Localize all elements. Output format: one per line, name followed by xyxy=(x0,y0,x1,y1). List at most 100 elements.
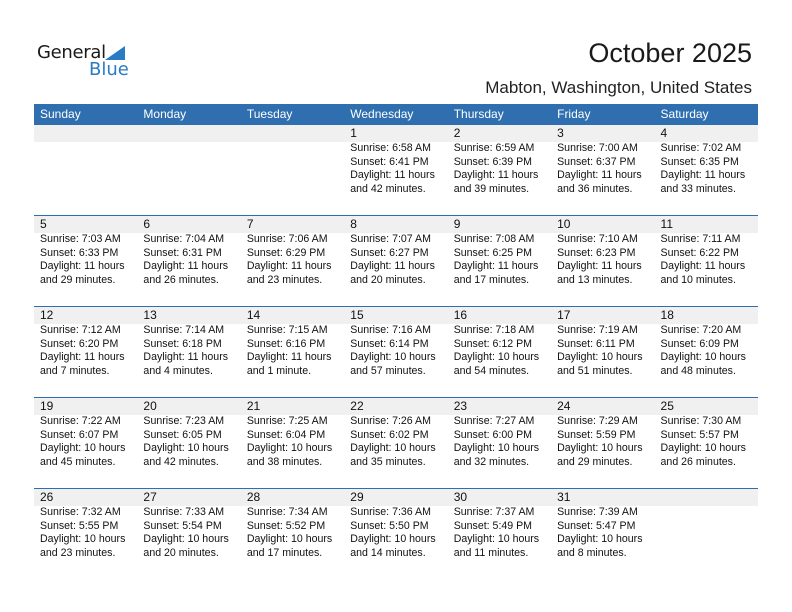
daylight-text: Daylight: 11 hours xyxy=(557,260,642,272)
daylight-text: Daylight: 10 hours xyxy=(660,351,746,363)
sunset-text: Sunset: 6:37 PM xyxy=(557,155,636,168)
sunset-text: Sunset: 5:47 PM xyxy=(557,519,636,532)
daylight-minutes-text: and 10 minutes. xyxy=(660,273,736,286)
day-cell: 7 Sunrise: 7:06 AM Sunset: 6:29 PM Daylight… xyxy=(241,216,344,287)
day-cell: 18 Sunrise: 7:20 AM Sunset: 6:09 PM Dayligh… xyxy=(655,307,758,378)
daylight-text: Daylight: 10 hours xyxy=(40,533,126,545)
day-cell: 24 Sunrise: 7:29 AM Sunset: 5:59 PM Dayligh… xyxy=(551,398,654,469)
weekday-saturday: Saturday xyxy=(660,107,709,121)
day-number: 31 xyxy=(557,490,571,504)
logo-triangle-icon xyxy=(105,46,125,60)
sunrise-text: Sunrise: 7:34 AM xyxy=(246,506,328,518)
day-number: 29 xyxy=(350,490,364,504)
day-cell: 10 Sunrise: 7:10 AM Sunset: 6:23 PM Dayligh… xyxy=(551,216,654,287)
daylight-text: Daylight: 10 hours xyxy=(453,533,540,545)
sunrise-text: Sunrise: 6:59 AM xyxy=(453,142,535,154)
sunset-text: Sunset: 6:09 PM xyxy=(660,337,739,350)
weekday-header: Sunday Monday Tuesday Wednesday Thursday… xyxy=(34,104,758,125)
sunrise-text: Sunrise: 7:07 AM xyxy=(350,233,431,245)
day-number: 4 xyxy=(660,126,668,140)
day-number: 12 xyxy=(40,308,54,322)
daylight-text: Daylight: 11 hours xyxy=(143,351,229,363)
sunrise-text: Sunrise: 7:12 AM xyxy=(40,324,121,336)
daylight-minutes-text: and 33 minutes. xyxy=(660,182,736,195)
day-cell: 22 Sunrise: 7:26 AM Sunset: 6:02 PM Dayligh… xyxy=(344,398,447,469)
day-number: 30 xyxy=(453,490,468,504)
empty-cell xyxy=(655,489,758,560)
sunrise-text: Sunrise: 7:03 AM xyxy=(40,233,121,245)
day-cell: 8 Sunrise: 7:07 AM Sunset: 6:27 PM Daylight… xyxy=(344,216,447,287)
daylight-minutes-text: and 48 minutes. xyxy=(660,364,736,377)
day-cell: 16 Sunrise: 7:18 AM Sunset: 6:12 PM Dayligh… xyxy=(448,307,551,378)
sunset-text: Sunset: 6:05 PM xyxy=(143,428,222,441)
sunrise-text: Sunrise: 7:10 AM xyxy=(557,233,638,245)
sunrise-text: Sunrise: 7:26 AM xyxy=(350,415,431,427)
date-band xyxy=(34,307,758,324)
daylight-minutes-text: and 14 minutes. xyxy=(350,546,426,559)
daylight-minutes-text: and 36 minutes. xyxy=(557,182,633,195)
day-cell: 21 Sunrise: 7:25 AM Sunset: 6:04 PM Dayligh… xyxy=(241,398,344,469)
sunset-text: Sunset: 6:35 PM xyxy=(660,155,739,168)
daylight-minutes-text: and 57 minutes. xyxy=(350,364,426,377)
daylight-minutes-text: and 17 minutes. xyxy=(246,546,323,559)
daylight-minutes-text: and 42 minutes. xyxy=(350,182,426,195)
day-cell: 27 Sunrise: 7:33 AM Sunset: 5:54 PM Dayligh… xyxy=(137,489,240,560)
daylight-text: Daylight: 10 hours xyxy=(350,533,436,545)
calendar-week: 1 Sunrise: 6:58 AM Sunset: 6:41 PM Daylight… xyxy=(34,125,758,215)
sunrise-text: Sunrise: 7:06 AM xyxy=(246,233,328,245)
day-number: 26 xyxy=(40,490,54,504)
day-cell: 29 Sunrise: 7:36 AM Sunset: 5:50 PM Dayligh… xyxy=(344,489,447,560)
daylight-text: Daylight: 11 hours xyxy=(660,260,746,272)
day-cell: 12 Sunrise: 7:12 AM Sunset: 6:20 PM Dayligh… xyxy=(34,307,137,378)
sunset-text: Sunset: 6:04 PM xyxy=(246,428,326,441)
daylight-text: Daylight: 10 hours xyxy=(557,351,643,363)
sunset-text: Sunset: 5:59 PM xyxy=(557,428,636,441)
sunset-text: Sunset: 6:18 PM xyxy=(143,337,222,350)
daylight-text: Daylight: 11 hours xyxy=(453,169,539,181)
daylight-minutes-text: and 42 minutes. xyxy=(143,455,219,468)
sunrise-text: Sunrise: 7:27 AM xyxy=(453,415,535,427)
day-number: 25 xyxy=(660,399,674,413)
weekday-thursday: Thursday xyxy=(453,107,504,121)
day-number: 9 xyxy=(453,217,461,231)
day-cell: 4 Sunrise: 7:02 AM Sunset: 6:35 PM Daylight… xyxy=(655,125,758,196)
daylight-text: Daylight: 11 hours xyxy=(350,260,435,272)
daylight-minutes-text: and 38 minutes. xyxy=(246,455,323,468)
calendar-week: 12 Sunrise: 7:12 AM Sunset: 6:20 PM Dayligh… xyxy=(34,306,758,397)
daylight-minutes-text: and 26 minutes. xyxy=(143,273,219,286)
daylight-minutes-text: and 1 minute. xyxy=(246,364,312,377)
sunset-text: Sunset: 5:49 PM xyxy=(453,519,533,532)
day-number: 14 xyxy=(246,308,261,322)
day-number: 15 xyxy=(350,308,364,322)
sunset-text: Sunset: 6:16 PM xyxy=(246,337,326,350)
calendar-week: 5 Sunrise: 7:03 AM Sunset: 6:33 PM Daylight… xyxy=(34,215,758,306)
sunset-text: Sunset: 6:22 PM xyxy=(660,246,739,259)
sunset-text: Sunset: 6:33 PM xyxy=(40,246,119,259)
daylight-minutes-text: and 11 minutes. xyxy=(453,546,529,559)
sunrise-text: Sunrise: 7:19 AM xyxy=(557,324,638,336)
daylight-text: Daylight: 11 hours xyxy=(40,351,125,363)
day-number: 3 xyxy=(557,126,564,140)
daylight-minutes-text: and 17 minutes. xyxy=(453,273,530,286)
date-band xyxy=(34,489,758,506)
daylight-text: Daylight: 10 hours xyxy=(40,442,126,454)
daylight-text: Daylight: 10 hours xyxy=(246,533,333,545)
day-number: 19 xyxy=(40,399,54,413)
daylight-minutes-text: and 4 minutes. xyxy=(143,364,213,377)
day-number: 6 xyxy=(143,217,151,231)
day-cell: 20 Sunrise: 7:23 AM Sunset: 6:05 PM Dayligh… xyxy=(137,398,240,469)
day-number: 18 xyxy=(660,308,674,322)
sunset-text: Sunset: 5:57 PM xyxy=(660,428,739,441)
daylight-text: Daylight: 10 hours xyxy=(453,351,540,363)
sunrise-text: Sunrise: 7:39 AM xyxy=(557,506,638,518)
day-cell: 19 Sunrise: 7:22 AM Sunset: 6:07 PM Dayligh… xyxy=(34,398,137,469)
date-band xyxy=(34,125,758,142)
sunrise-text: Sunrise: 7:08 AM xyxy=(453,233,535,245)
sunrise-text: Sunrise: 7:23 AM xyxy=(143,415,225,427)
logo-blue: Blue xyxy=(89,59,129,80)
weekday-monday: Monday xyxy=(143,107,187,121)
day-cell: 3 Sunrise: 7:00 AM Sunset: 6:37 PM Daylight… xyxy=(551,125,654,196)
sunset-text: Sunset: 6:14 PM xyxy=(350,337,429,350)
date-band xyxy=(34,216,758,233)
empty-cell xyxy=(34,125,137,196)
